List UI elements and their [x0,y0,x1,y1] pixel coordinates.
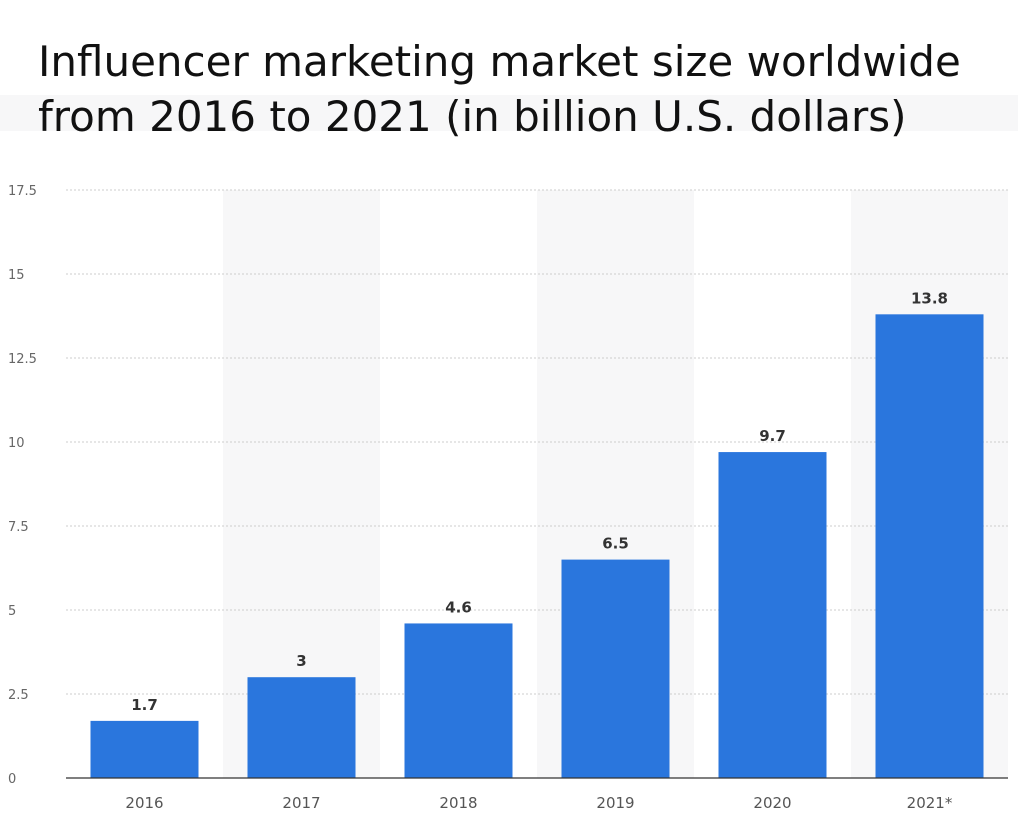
value-label: 13.8 [911,289,948,307]
bar-2021* [875,314,984,778]
x-tick-label: 2016 [125,794,163,812]
chart-title: Influencer marketing market size worldwi… [38,34,998,144]
bar-2018 [404,623,513,778]
y-tick-label: 5 [8,604,16,619]
gridlines [66,189,1008,695]
y-tick-label: 2.5 [8,688,29,703]
x-tick-label: 2017 [282,794,320,812]
y-tick-label: 15 [8,268,25,283]
value-label: 1.7 [131,696,158,714]
bar-2017 [247,677,356,778]
bars [90,314,984,778]
value-label: 3 [296,652,306,670]
x-axis-labels: 2016 2017 2018 2019 2020 2021* [125,794,952,812]
y-tick-label: 17.5 [8,184,37,199]
x-tick-label: 2021* [907,794,953,812]
y-tick-label: 0 [8,772,16,787]
bar-2016 [90,720,199,778]
header-band [0,95,1018,131]
x-tick-label: 2020 [753,794,791,812]
chart-title-line-1: Influencer marketing market size worldwi… [38,37,961,86]
value-label: 6.5 [602,535,629,553]
y-axis-ticks: 0 2.5 5 7.5 10 12.5 15 17.5 [8,184,37,787]
x-tick-label: 2018 [439,794,477,812]
x-tick-label: 2019 [596,794,634,812]
bar-2019 [561,559,670,778]
y-tick-label: 7.5 [8,520,29,535]
y-tick-label: 12.5 [8,352,37,367]
chart-title-line-2: from 2016 to 2021 (in billion U.S. dolla… [38,92,907,141]
value-label: 9.7 [759,427,786,445]
value-label: 4.6 [445,598,472,616]
value-labels: 1.7 3 4.6 6.5 9.7 13.8 [131,289,948,714]
bar-2020 [718,452,827,778]
y-tick-label: 10 [8,436,25,451]
